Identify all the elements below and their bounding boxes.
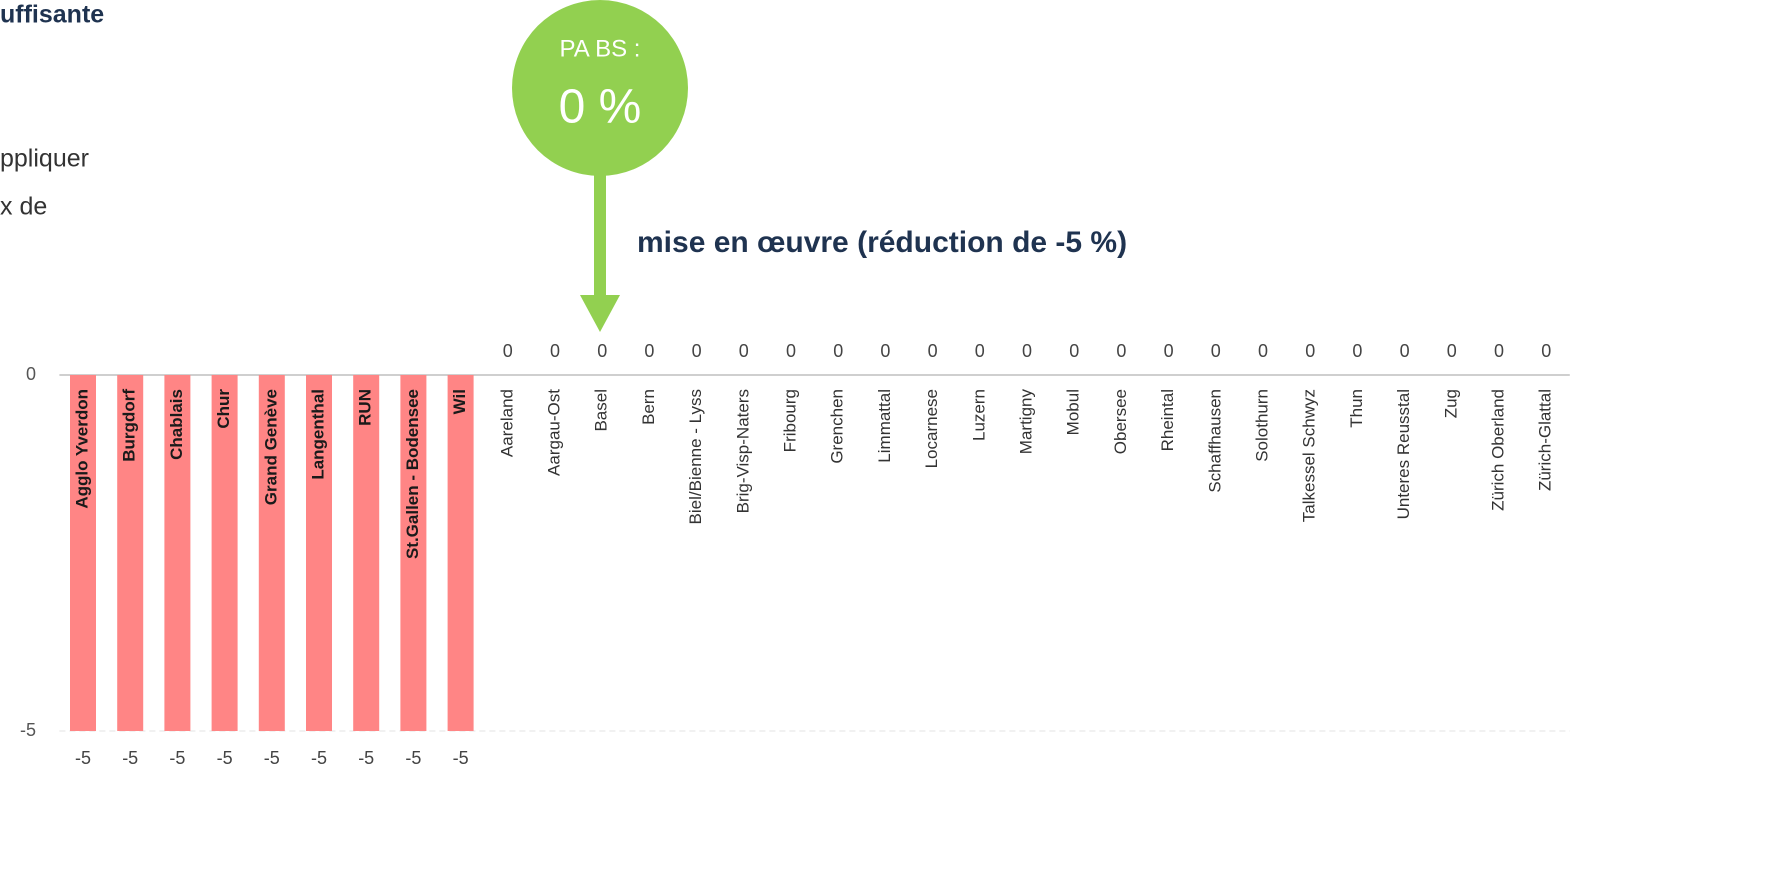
x-tick-label: Rheintal (1158, 389, 1177, 451)
data-label: 0 (1116, 341, 1126, 361)
x-tick-label: Unteres Reusstal (1394, 389, 1413, 519)
data-label: 0 (597, 341, 607, 361)
data-label: 0 (975, 341, 985, 361)
bar (400, 375, 427, 731)
x-tick-label: Bern (639, 389, 658, 425)
data-label: -5 (75, 748, 91, 768)
x-tick-label: Langenthal (308, 389, 327, 480)
data-label: -5 (169, 748, 185, 768)
bar (258, 375, 285, 731)
x-tick-label: Thun (1347, 389, 1366, 428)
data-label: 0 (1541, 341, 1551, 361)
data-label: 0 (1069, 341, 1079, 361)
x-tick-label: Aareland (497, 389, 516, 457)
x-tick-label: Schaffhausen (1205, 389, 1224, 493)
data-label: -5 (405, 748, 421, 768)
x-tick-label: Burgdorf (120, 389, 139, 462)
data-label: 0 (692, 341, 702, 361)
x-tick-label: Grenchen (828, 389, 847, 464)
x-tick-label: Luzern (969, 389, 988, 441)
x-tick-label: Zürich Oberland (1488, 389, 1507, 511)
x-tick-label: Mobul (1064, 389, 1083, 435)
data-label: 0 (928, 341, 938, 361)
data-label: -5 (311, 748, 327, 768)
data-label: 0 (1305, 341, 1315, 361)
data-label: 0 (1352, 341, 1362, 361)
data-label: 0 (644, 341, 654, 361)
arrow-shaft (594, 175, 606, 300)
x-tick-label: Locarnese (922, 389, 941, 468)
data-label: 0 (739, 341, 749, 361)
x-tick-label: St.Gallen - Bodensee (403, 389, 422, 559)
data-label: 0 (1447, 341, 1457, 361)
data-label: -5 (358, 748, 374, 768)
data-label: 0 (1022, 341, 1032, 361)
y-tick-label: 0 (26, 364, 36, 384)
x-tick-label: Biel/Bienne - Lyss (686, 389, 705, 524)
x-tick-label: Limmattal (875, 389, 894, 463)
bar (70, 375, 96, 731)
x-tick-label: Obersee (1111, 389, 1130, 454)
x-tick-label: RUN (356, 389, 375, 426)
arrow-head (580, 295, 620, 332)
callout-circle (512, 0, 688, 176)
data-label: 0 (503, 341, 513, 361)
x-tick-label: Zürich-Glattal (1536, 389, 1555, 491)
x-tick-label: Zug (1441, 389, 1460, 418)
bar (306, 375, 332, 731)
data-label: 0 (550, 341, 560, 361)
data-label: 0 (880, 341, 890, 361)
x-tick-label: Agglo Yverdon (72, 389, 91, 509)
data-label: 0 (1258, 341, 1268, 361)
x-tick-label: Aargau-Ost (544, 389, 563, 476)
callout-value: 0 % (559, 81, 642, 134)
x-tick-label: Basel (592, 389, 611, 432)
y-tick-label: -5 (20, 720, 36, 740)
x-tick-label: Wil (450, 389, 469, 414)
data-label: -5 (217, 748, 233, 768)
bar (353, 375, 380, 731)
body-line: x de (0, 193, 47, 221)
x-tick-label: Grand Genève (261, 389, 280, 505)
data-label: 0 (786, 341, 796, 361)
data-label: -5 (122, 748, 138, 768)
x-tick-label: Chur (214, 389, 233, 429)
x-tick-label: Brig-Visp-Naters (733, 389, 752, 513)
data-label: 0 (1164, 341, 1174, 361)
data-label: -5 (453, 748, 469, 768)
bar (447, 375, 474, 731)
bar (211, 375, 238, 731)
callout-label: PA BS : (560, 35, 641, 62)
heading: uffisante (0, 1, 104, 29)
x-tick-label: Fribourg (780, 389, 799, 452)
data-label: -5 (264, 748, 280, 768)
subtitle: mise en œuvre (réduction de -5 %) (637, 226, 1127, 259)
x-tick-label: Martigny (1016, 389, 1035, 455)
x-tick-label: Solothurn (1252, 389, 1271, 462)
x-tick-label: Chablais (167, 389, 186, 460)
bar (164, 375, 191, 731)
data-label: 0 (1211, 341, 1221, 361)
bar (117, 375, 144, 731)
body-line: ppliquer (0, 145, 89, 173)
x-tick-label: Talkessel Schwyz (1300, 389, 1319, 522)
data-label: 0 (1494, 341, 1504, 361)
data-label: 0 (833, 341, 843, 361)
data-label: 0 (1400, 341, 1410, 361)
